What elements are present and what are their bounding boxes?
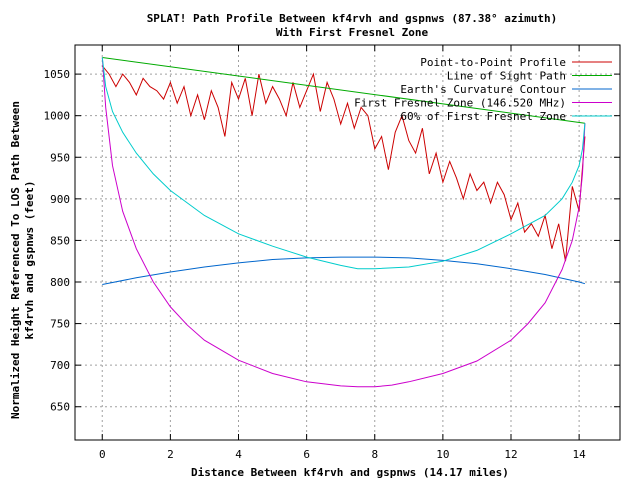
legend-label: Line of Sight Path xyxy=(447,70,566,83)
x-tick-label: 0 xyxy=(99,448,106,461)
x-tick-label: 10 xyxy=(436,448,449,461)
y-tick-label: 750 xyxy=(50,318,70,331)
x-axis-label: Distance Between kf4rvh and gspnws (14.1… xyxy=(191,466,509,479)
y-tick-label: 650 xyxy=(50,401,70,414)
x-tick-label: 8 xyxy=(371,448,378,461)
grid-lines xyxy=(75,45,620,440)
series-line-earth-s-curvature-contour xyxy=(102,256,586,285)
x-tick-label: 2 xyxy=(167,448,174,461)
y-axis-label-line2: kf4rvh and gspnws (feet) xyxy=(23,181,36,340)
series-line-line-of-sight-path xyxy=(102,57,585,124)
plot-area xyxy=(74,44,621,441)
chart-title: SPLAT! Path Profile Between kf4rvh and g… xyxy=(147,12,558,25)
y-tick-label: 950 xyxy=(50,151,70,164)
legend-label: First Fresnel Zone (146.520 MHz) xyxy=(354,97,566,110)
series-line-60-of-first-fresnel-zone xyxy=(101,57,586,270)
series-line-first-fresnel-zone-146-520-mhz xyxy=(101,57,586,388)
x-tick-label: 14 xyxy=(573,448,587,461)
x-axis-ticks: 0 2 4 6 8 10 12 14 xyxy=(99,45,586,461)
y-axis-label-line1: Normalized Height Referenced To LOS Path… xyxy=(9,101,22,419)
chart-subtitle: With First Fresnel Zone xyxy=(276,26,429,39)
y-axis-ticks: 650 700 750 800 850 900 950 1000 1050 xyxy=(44,68,620,414)
y-tick-label: 850 xyxy=(50,234,70,247)
x-tick-label: 4 xyxy=(235,448,242,461)
x-tick-label: 12 xyxy=(504,448,517,461)
plot-border xyxy=(74,44,621,441)
legend-label: Earth's Curvature Contour xyxy=(400,83,566,96)
legend-label: 60% of First Fresnel Zone xyxy=(400,110,566,123)
legend-label: Point-to-Point Profile xyxy=(420,56,566,69)
y-tick-label: 700 xyxy=(50,359,70,372)
y-tick-label: 1000 xyxy=(44,110,71,123)
series-layer xyxy=(101,57,586,388)
series-line-point-to-point-profile xyxy=(101,65,586,262)
y-tick-label: 900 xyxy=(50,193,70,206)
x-tick-label: 6 xyxy=(303,448,310,461)
y-tick-label: 800 xyxy=(50,276,70,289)
y-tick-label: 1050 xyxy=(44,68,71,81)
